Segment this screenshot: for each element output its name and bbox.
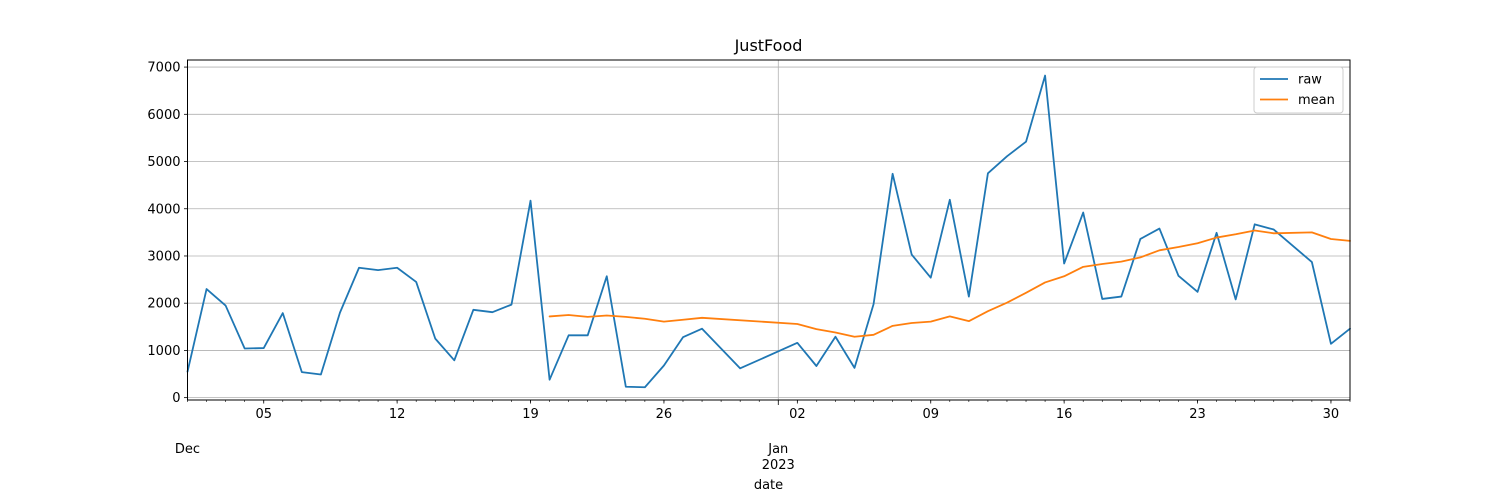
y-tick-label: 7000 xyxy=(147,61,180,76)
chart-title: JustFood xyxy=(734,36,803,55)
x-tick-label: 30 xyxy=(1323,407,1340,422)
x-tick-label: 26 xyxy=(656,407,673,422)
plot-frame xyxy=(187,59,1351,401)
x-tick-label: 23 xyxy=(1189,407,1206,422)
y-tick-label: 2000 xyxy=(147,297,180,312)
x-tick-label: 12 xyxy=(389,407,406,422)
y-axis: 0 1000 2000 3000 4000 5000 6000 7000 xyxy=(147,61,188,406)
series-line-mean xyxy=(548,229,1351,338)
y-tick-label: 1000 xyxy=(147,344,180,359)
grid-lines xyxy=(187,60,1350,400)
x-tick-label: 19 xyxy=(522,407,539,422)
x-month-label: Dec xyxy=(175,442,200,457)
x-axis-label: date xyxy=(754,478,783,493)
legend-label-raw: raw xyxy=(1298,73,1322,88)
x-month-label: Jan xyxy=(767,442,788,457)
x-tick-label: 09 xyxy=(922,407,939,422)
y-tick-label: 0 xyxy=(172,391,180,406)
legend-label-mean: mean xyxy=(1298,93,1335,108)
series-layer xyxy=(186,74,1351,389)
y-tick-label: 3000 xyxy=(147,249,180,264)
legend: raw mean xyxy=(1253,66,1344,114)
x-year-label: 2023 xyxy=(762,458,795,473)
x-tick-label: 05 xyxy=(255,407,272,422)
y-tick-label: 6000 xyxy=(147,108,180,123)
series-line-raw xyxy=(186,74,1351,389)
x-tick-label: 02 xyxy=(789,407,806,422)
y-tick-label: 4000 xyxy=(147,202,180,217)
y-tick-label: 5000 xyxy=(147,155,180,170)
x-tick-label: 16 xyxy=(1056,407,1073,422)
